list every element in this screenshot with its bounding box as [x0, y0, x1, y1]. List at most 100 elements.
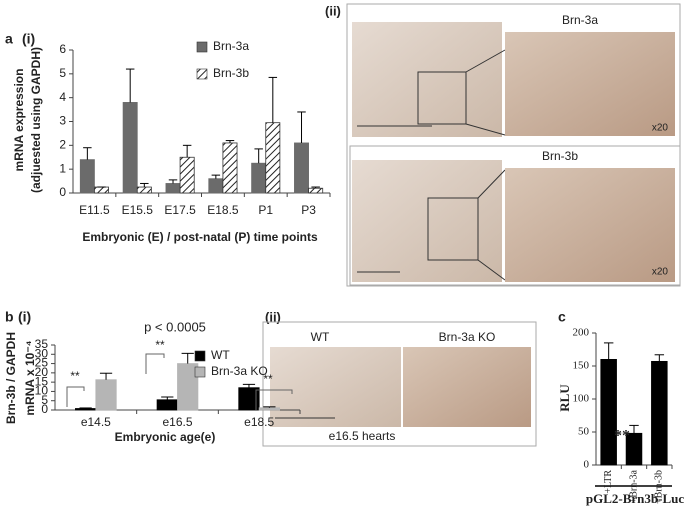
x-tick-label: E18.5 — [207, 203, 239, 217]
x-tick-label: E17.5 — [164, 203, 196, 217]
bar — [94, 186, 109, 194]
bar — [75, 408, 97, 411]
annotation: ** — [263, 372, 273, 386]
x-tick-label: +Brn-3b — [654, 470, 665, 504]
zoom-line — [465, 49, 506, 73]
bar — [136, 186, 152, 194]
legend-label: Brn-3a KO — [211, 364, 268, 378]
legend-label: WT — [211, 348, 230, 362]
y-tick-label: 4 — [59, 90, 66, 104]
bar — [251, 162, 267, 194]
x-tick-label: e14.5 — [81, 415, 111, 429]
bar — [122, 102, 138, 194]
image-label: Brn-3a KO — [439, 330, 496, 344]
legend-swatch — [194, 366, 206, 378]
micrograph — [352, 22, 502, 137]
micrograph — [505, 32, 675, 136]
bar — [308, 187, 324, 194]
magnification: x20 — [652, 267, 669, 278]
y-tick-label: 200 — [573, 327, 590, 339]
magnification: x20 — [652, 123, 669, 134]
y-axis-label: mRNA x 10⁻⁴ — [23, 340, 37, 415]
y-tick-label: 15 — [35, 374, 49, 388]
y-tick-label: 10 — [35, 384, 49, 398]
annotation: p < 0.0005 — [144, 319, 206, 334]
y-tick-label: 35 — [35, 337, 49, 351]
y-tick-label: 5 — [41, 393, 48, 407]
y-tick-label: 30 — [35, 346, 49, 360]
micrograph — [505, 168, 675, 282]
bar — [258, 407, 280, 411]
bar — [79, 159, 95, 194]
image-label: Brn-3b — [542, 149, 578, 163]
image-frame — [346, 3, 681, 287]
legend-swatch — [194, 350, 206, 362]
significance-bracket — [255, 389, 293, 410]
micrograph — [403, 347, 531, 427]
panel-label: c — [558, 309, 566, 325]
annotation: ** — [155, 338, 165, 352]
y-tick-label: 50 — [578, 426, 590, 438]
legend-swatch — [196, 68, 208, 80]
panel-label: (ii) — [325, 3, 341, 18]
x-axis-label: Embryonic (E) / post-natal (P) time poin… — [82, 230, 318, 244]
x-tick-label: e18.5 — [244, 415, 274, 429]
x-tick-label: E11.5 — [79, 203, 110, 217]
y-tick-label: 100 — [573, 393, 590, 405]
zoom-line — [477, 169, 506, 199]
bar — [294, 142, 309, 194]
legend-label: Brn-3a — [213, 39, 249, 53]
bar — [265, 122, 281, 194]
zoom-box — [417, 71, 467, 125]
micrograph — [270, 347, 401, 427]
bar — [165, 183, 181, 194]
zoom-box — [427, 197, 479, 261]
legend-swatch — [196, 41, 208, 53]
bar — [222, 142, 238, 194]
y-tick-label: 0 — [41, 402, 48, 416]
y-tick-label: 20 — [35, 365, 49, 379]
y-axis-label: Brn-3b / GAPDH — [4, 332, 18, 424]
x-tick-label: P3 — [301, 203, 316, 217]
y-tick-label: 6 — [59, 42, 66, 56]
significance-bracket — [66, 386, 85, 407]
panel-label: a — [5, 31, 13, 47]
x-tick-label: P1 — [258, 203, 273, 217]
image-frame — [262, 321, 537, 447]
annotation: ** — [70, 369, 80, 383]
bar — [600, 358, 617, 466]
annotation: ** — [614, 428, 630, 445]
panel-label: (i) — [18, 309, 31, 325]
y-tick-label: 150 — [573, 360, 590, 372]
y-tick-label: 1 — [59, 161, 66, 175]
y-axis-label: mRNA expression — [12, 69, 26, 172]
y-tick-label: 2 — [59, 138, 66, 152]
y-axis-label: RLU — [557, 384, 572, 412]
panel-label: (i) — [22, 31, 35, 47]
x-tick-label: E15.5 — [122, 203, 154, 217]
x-tick-label: e16.5 — [162, 415, 192, 429]
y-tick-label: 3 — [59, 114, 66, 128]
micrograph — [352, 160, 502, 282]
x-tick-label: +LTR — [603, 470, 614, 494]
legend-label: Brn-3b — [213, 66, 249, 80]
x-tick-label: +Brn-3a — [628, 469, 639, 503]
significance-bracket — [145, 353, 165, 374]
panel-label: (ii) — [265, 309, 281, 324]
panel-label: b — [5, 309, 14, 325]
image-caption: e16.5 hearts — [329, 429, 396, 443]
image-label: Brn-3a — [562, 13, 598, 27]
bar — [156, 399, 178, 411]
y-tick-label: 5 — [59, 66, 66, 80]
image-label: WT — [311, 330, 330, 344]
bar — [95, 379, 117, 411]
bar — [651, 360, 668, 466]
y-tick-label: 25 — [35, 356, 49, 370]
image-frame — [349, 145, 681, 286]
y-tick-label: 0 — [59, 185, 66, 199]
zoom-line — [465, 123, 506, 136]
y-axis-label: (adjuested using GAPDH) — [29, 47, 43, 193]
x-axis-label: pGL2-Brn3b-Luc — [586, 491, 684, 506]
x-axis-label: Embryonic age(e) — [115, 430, 216, 444]
